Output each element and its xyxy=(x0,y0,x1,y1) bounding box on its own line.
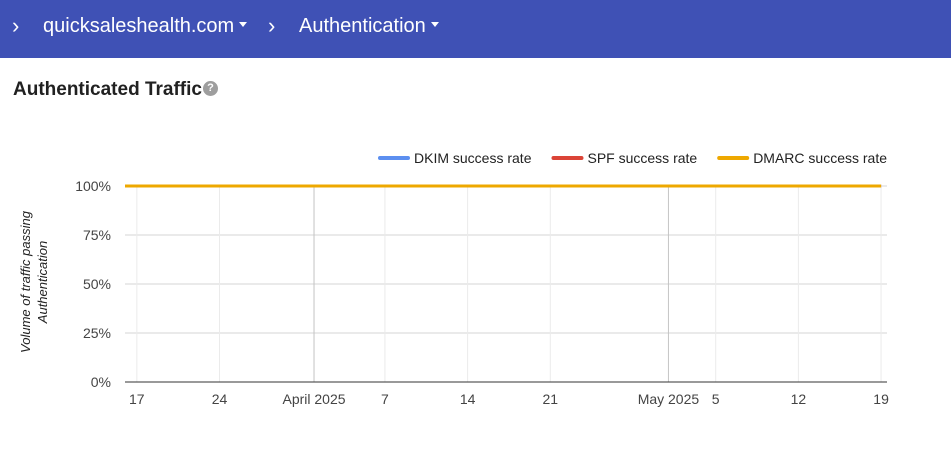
caret-down-icon xyxy=(430,22,439,28)
y-tick-label: 0% xyxy=(91,374,111,390)
legend-label: DMARC success rate xyxy=(753,150,887,166)
top-app-bar: › quicksaleshealth.com › Authentication xyxy=(0,0,951,58)
x-tick-label: May 2025 xyxy=(638,391,700,407)
y-tick-label: 100% xyxy=(75,178,111,194)
breadcrumb-domain[interactable]: quicksaleshealth.com xyxy=(43,0,248,52)
page-title-text: Authenticated Traffic xyxy=(13,79,202,100)
x-tick-label: 14 xyxy=(460,391,476,407)
x-tick-label: 5 xyxy=(712,391,720,407)
x-tick-label: 19 xyxy=(873,391,889,407)
x-tick-label: 17 xyxy=(129,391,145,407)
y-tick-label: 25% xyxy=(83,325,111,341)
x-tick-label: 12 xyxy=(791,391,807,407)
help-circle-icon[interactable]: ? xyxy=(202,81,218,96)
x-tick-label: April 2025 xyxy=(282,391,345,407)
x-tick-label: 21 xyxy=(543,391,559,407)
x-tick-label: 24 xyxy=(212,391,228,407)
caret-down-icon xyxy=(239,22,248,28)
legend-label: DKIM success rate xyxy=(414,150,532,166)
x-tick-label: 7 xyxy=(381,391,389,407)
legend-label: SPF success rate xyxy=(587,150,697,166)
breadcrumb-section[interactable]: Authentication xyxy=(299,0,439,52)
y-axis-title: Volume of traffic passing xyxy=(18,210,33,353)
breadcrumb-section-label: Authentication xyxy=(299,15,426,37)
page-title: Authenticated Traffic? xyxy=(13,79,218,101)
y-tick-label: 50% xyxy=(83,276,111,292)
chevron-right-icon: › xyxy=(268,13,276,38)
y-axis-title: Authentication xyxy=(35,241,50,324)
y-tick-label: 75% xyxy=(83,227,111,243)
breadcrumb-domain-label: quicksaleshealth.com xyxy=(43,15,235,37)
chevron-right-icon: › xyxy=(12,13,20,38)
